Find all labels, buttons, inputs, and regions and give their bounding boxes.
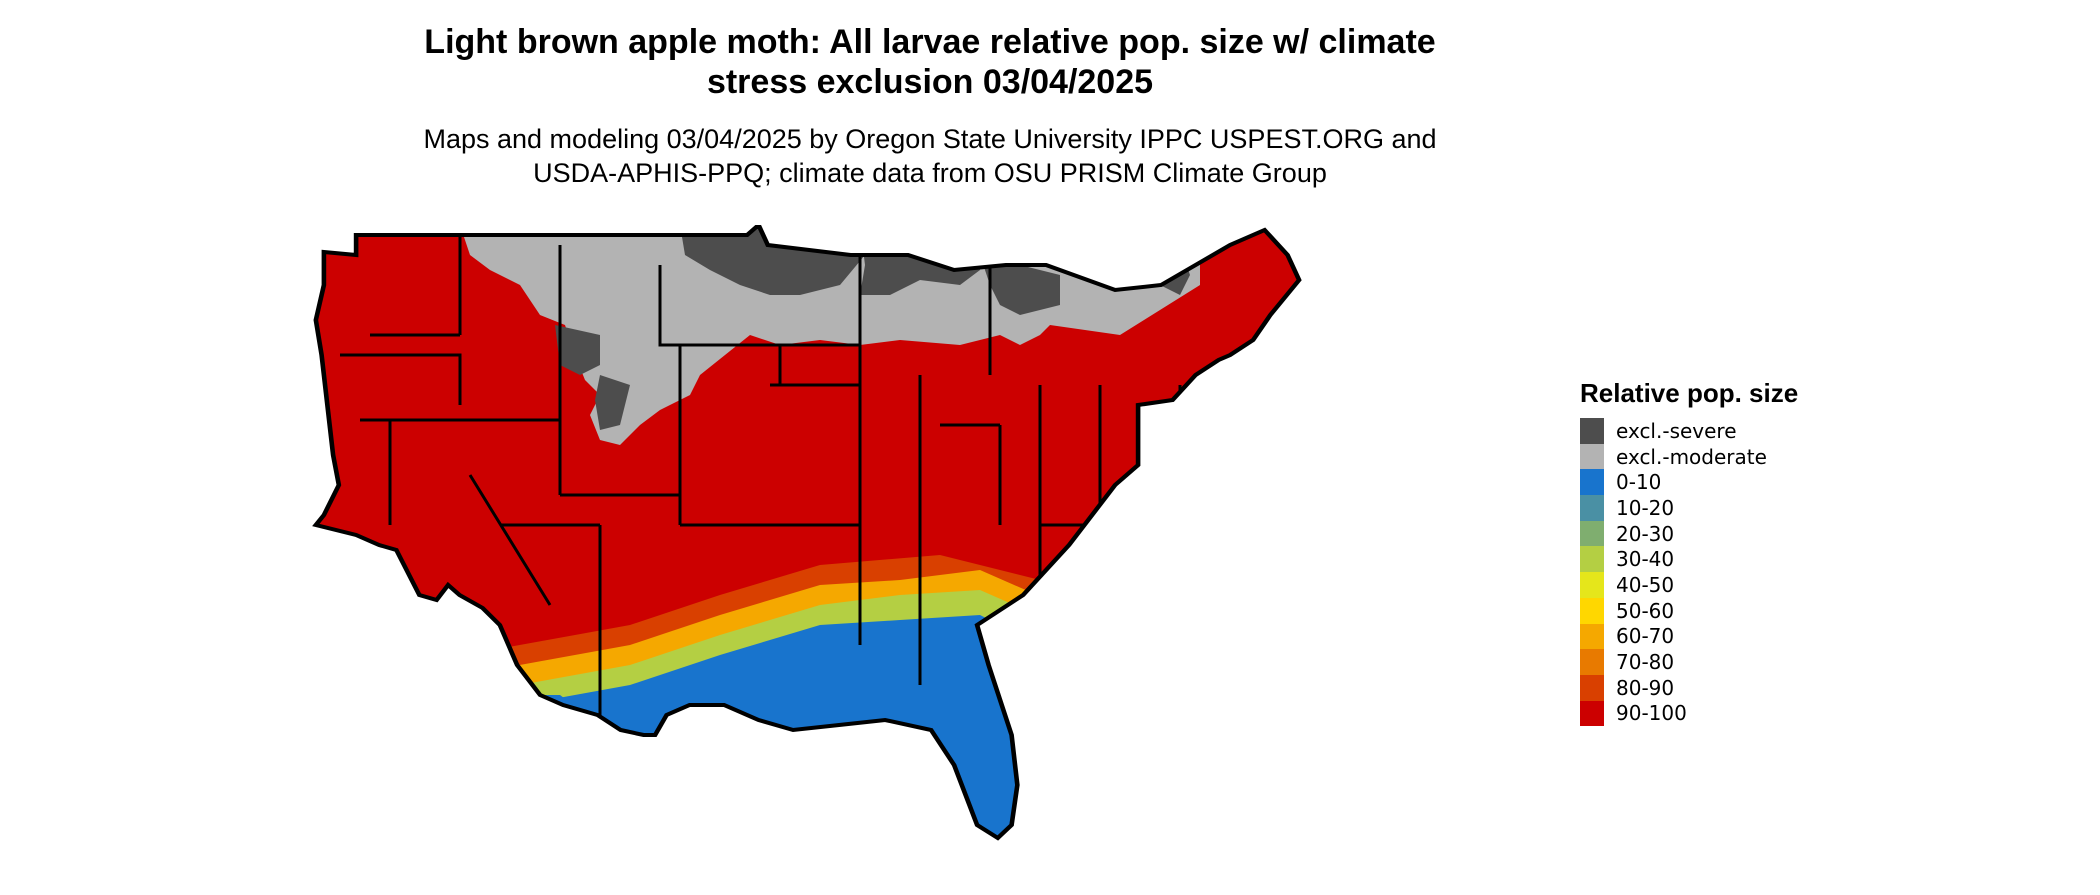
legend-item: 70-80 bbox=[1580, 649, 1798, 675]
legend-swatch bbox=[1580, 597, 1604, 624]
legend-label: 40-50 bbox=[1616, 572, 1675, 597]
legend-swatch bbox=[1580, 674, 1604, 701]
legend-swatch bbox=[1580, 418, 1604, 444]
legend-label: 80-90 bbox=[1616, 675, 1675, 700]
zone-florida-south bbox=[1190, 740, 1260, 838]
legend-swatch bbox=[1580, 443, 1604, 470]
legend-swatch bbox=[1580, 700, 1604, 727]
legend-item: 0-10 bbox=[1580, 469, 1798, 496]
legend-item: 20-30 bbox=[1580, 520, 1798, 547]
legend-label: 30-40 bbox=[1616, 547, 1675, 572]
legend-swatch bbox=[1580, 469, 1604, 496]
legend-item: 10-20 bbox=[1580, 495, 1798, 521]
legend-title: Relative pop. size bbox=[1580, 378, 1799, 408]
legend-item: 40-50 bbox=[1580, 572, 1798, 598]
legend-label: excl.-moderate bbox=[1616, 444, 1767, 469]
us-map bbox=[312, 225, 1302, 841]
legend-item: excl.-severe bbox=[1580, 418, 1798, 444]
legend-item: 80-90 bbox=[1580, 674, 1798, 701]
legend-label: 90-100 bbox=[1616, 701, 1687, 726]
zone-60-70 bbox=[315, 570, 1200, 838]
map-subtitle: Maps and modeling 03/04/2025 by Oregon S… bbox=[300, 122, 1560, 190]
legend-label: 10-20 bbox=[1616, 495, 1675, 520]
legend-item: excl.-moderate bbox=[1580, 443, 1798, 470]
legend-label: excl.-severe bbox=[1616, 418, 1737, 443]
legend-swatch bbox=[1580, 649, 1604, 675]
legend-label: 20-30 bbox=[1616, 521, 1675, 546]
legend-item: 50-60 bbox=[1580, 597, 1798, 624]
legend-swatch bbox=[1580, 546, 1604, 573]
zone-0-10 bbox=[315, 615, 1200, 838]
legend: Relative pop. size excl.-severe excl.-mod… bbox=[1580, 378, 1799, 727]
legend-swatch bbox=[1580, 495, 1604, 521]
legend-item: 90-100 bbox=[1580, 700, 1798, 727]
us-outline bbox=[312, 225, 1302, 841]
legend-swatch bbox=[1580, 623, 1604, 650]
legend-label: 0-10 bbox=[1616, 470, 1662, 495]
zone-excl-severe bbox=[555, 225, 1190, 430]
subtitle-line-2: USDA-APHIS-PPQ; climate data from OSU PR… bbox=[533, 158, 1327, 188]
subtitle-line-1: Maps and modeling 03/04/2025 by Oregon S… bbox=[423, 124, 1437, 154]
state-boundaries bbox=[340, 225, 1182, 725]
title-line-1: Light brown apple moth: All larvae relat… bbox=[424, 23, 1436, 61]
title-line-2: stress exclusion 03/04/2025 bbox=[706, 63, 1154, 101]
legend-items: excl.-severe excl.-moderate 0-10 10-20 20-30… bbox=[1580, 418, 1798, 727]
legend-swatch bbox=[1580, 572, 1604, 598]
legend-label: 60-70 bbox=[1616, 624, 1675, 649]
legend-item: 60-70 bbox=[1580, 623, 1798, 650]
legend-swatch bbox=[1580, 520, 1604, 547]
zone-ca-coast-blue bbox=[380, 615, 500, 715]
legend-item: 30-40 bbox=[1580, 546, 1798, 573]
map-title: Light brown apple moth: All larvae relat… bbox=[300, 22, 1560, 102]
legend-label: 70-80 bbox=[1616, 650, 1675, 675]
legend-label: 50-60 bbox=[1616, 598, 1675, 623]
zone-30-40 bbox=[315, 590, 1200, 838]
